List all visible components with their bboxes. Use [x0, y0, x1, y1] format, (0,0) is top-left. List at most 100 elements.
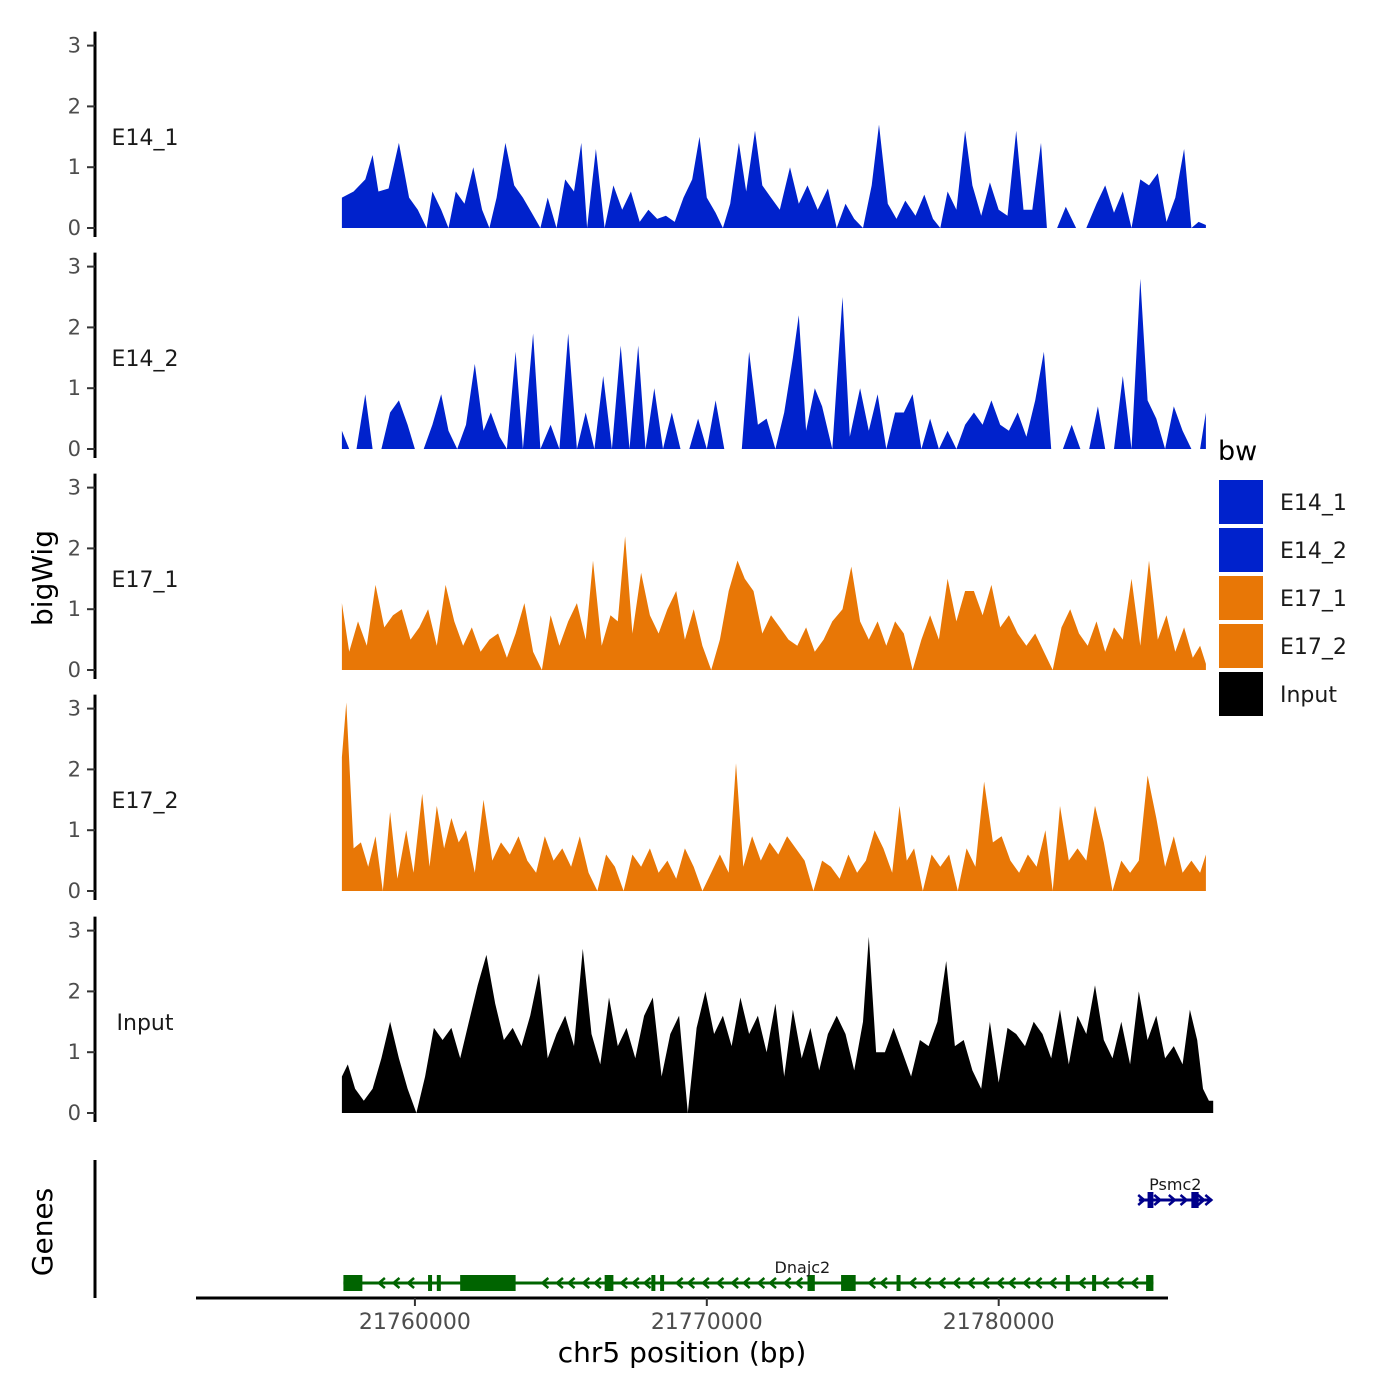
- strand-arrow: [700, 1277, 710, 1289]
- y-tick-label: 3: [68, 697, 81, 721]
- track-E17_2: 0 1 2 3 E17_2: [68, 694, 1206, 903]
- strand-arrow: [581, 1277, 591, 1289]
- gene-Dnajc2: Dnajc2: [343, 1258, 1154, 1291]
- strand-arrow: [1137, 1194, 1147, 1206]
- gene-exon: [460, 1275, 516, 1291]
- strand-arrow: [730, 1277, 739, 1289]
- track-label: E14_1: [112, 126, 179, 151]
- strand-arrow: [1197, 1194, 1206, 1206]
- strand-arrow: [1007, 1277, 1017, 1289]
- y-tick-label: 3: [68, 476, 81, 500]
- strand-arrow: [376, 1277, 386, 1289]
- y-tick-label: 1: [68, 1040, 81, 1064]
- strand-arrow: [1153, 1194, 1163, 1206]
- signal-area-Input: [341, 936, 1214, 1113]
- strand-arrow: [756, 1277, 766, 1289]
- strand-arrow: [1100, 1277, 1110, 1289]
- legend-label: E17_1: [1280, 587, 1347, 612]
- x-axis: 21760000 21770000 21780000: [196, 1296, 1168, 1335]
- strand-arrow: [1022, 1277, 1031, 1289]
- strand-arrow: [878, 1277, 888, 1289]
- legend-label: Input: [1280, 683, 1337, 708]
- gene-exon: [428, 1275, 433, 1291]
- y-tick-label: 2: [68, 979, 81, 1003]
- y-tick-label: 0: [68, 216, 81, 240]
- strand-arrow: [995, 1277, 1005, 1289]
- legend-swatch-E17_2: [1219, 624, 1263, 668]
- track-E14_2: 0 1 2 3 E14_2: [68, 252, 1206, 461]
- legend: bw E14_1 E14_2 E17_1 E17_2 Input: [1218, 436, 1347, 716]
- gene-exon: [651, 1275, 656, 1291]
- gene-exon: [660, 1275, 665, 1291]
- strand-arrow: [782, 1277, 792, 1289]
- legend-title: bw: [1218, 436, 1257, 467]
- strand-arrow: [406, 1277, 415, 1289]
- y-tick-label: 0: [68, 658, 81, 682]
- gene-exon: [841, 1275, 856, 1291]
- strand-arrow: [768, 1277, 777, 1289]
- y-tick-label: 3: [68, 34, 81, 58]
- gene-exon: [896, 1275, 901, 1291]
- strand-arrow: [981, 1277, 990, 1289]
- strand-arrow: [391, 1277, 401, 1289]
- gene-label: Psmc2: [1149, 1175, 1201, 1194]
- y-tick-label: 1: [68, 155, 81, 179]
- strand-arrow: [951, 1277, 961, 1289]
- track-Input: 0 1 2 3 Input: [68, 916, 1214, 1125]
- gene-exon: [604, 1275, 614, 1291]
- strand-arrow: [674, 1277, 684, 1289]
- strand-arrow: [966, 1277, 976, 1289]
- gene-exon: [1092, 1275, 1097, 1291]
- y-axis-title: bigWig: [26, 530, 59, 626]
- track-label: E17_1: [112, 568, 179, 593]
- y-tick-label: 3: [68, 255, 81, 279]
- strand-arrow: [540, 1277, 550, 1289]
- y-tick-label: 0: [68, 879, 81, 903]
- y-tick-label: 1: [68, 597, 81, 621]
- legend-label: E14_2: [1280, 539, 1347, 564]
- track-E17_1: 0 1 2 3 E17_1: [68, 473, 1206, 682]
- signal-area-E14_2: [341, 278, 1206, 449]
- strand-arrow: [630, 1277, 640, 1289]
- x-axis-title: chr5 position (bp): [558, 1336, 807, 1369]
- y-tick-label: 1: [68, 818, 81, 842]
- strand-arrow: [642, 1277, 652, 1289]
- legend-swatch-E17_1: [1219, 576, 1263, 620]
- signal-tracks: 0 1 2 3 E14_1 0 1 2 3 E14_2 0 1 2 3 E17_1 0 1 2 3 E17_2 0 1 2 3…: [68, 31, 1214, 1125]
- track-label: E14_2: [112, 347, 179, 372]
- strand-arrow: [741, 1277, 751, 1289]
- strand-arrow: [1130, 1277, 1139, 1289]
- strand-arrow: [1077, 1277, 1087, 1289]
- strand-arrow: [686, 1277, 696, 1289]
- gene-exon: [807, 1275, 815, 1291]
- strand-arrow: [1204, 1194, 1214, 1206]
- signal-area-E17_2: [341, 702, 1206, 891]
- strand-arrow: [1115, 1277, 1125, 1289]
- strand-arrow: [922, 1277, 932, 1289]
- strand-arrow: [554, 1277, 564, 1289]
- y-tick-label: 2: [68, 94, 81, 118]
- strand-arrow: [619, 1277, 628, 1289]
- strand-arrow: [794, 1277, 804, 1289]
- x-tick-label: 21760000: [359, 1310, 471, 1335]
- track-label: Input: [117, 1011, 174, 1036]
- gene-exon: [1065, 1275, 1070, 1291]
- strand-arrow: [867, 1277, 877, 1289]
- strand-arrow: [908, 1277, 917, 1289]
- gene-exon: [1146, 1275, 1154, 1291]
- signal-area-E14_1: [341, 124, 1206, 228]
- legend-label: E14_1: [1280, 491, 1347, 516]
- track-E14_1: 0 1 2 3 E14_1: [68, 31, 1206, 240]
- strand-arrow: [1179, 1194, 1189, 1206]
- gene-track: Dnajc2 Psmc2 21760000 21770000 21780000: [93, 1160, 1214, 1335]
- legend-swatch-E14_2: [1219, 528, 1263, 572]
- y-tick-label: 2: [68, 536, 81, 560]
- gene-exon: [1147, 1192, 1154, 1208]
- gene-exon: [343, 1275, 363, 1291]
- strand-arrow: [592, 1277, 602, 1289]
- gene-Psmc2: Psmc2: [1137, 1175, 1214, 1208]
- y-tick-label: 1: [68, 376, 81, 400]
- y-tick-label: 2: [68, 315, 81, 339]
- genes-panel-title: Genes: [26, 1188, 59, 1276]
